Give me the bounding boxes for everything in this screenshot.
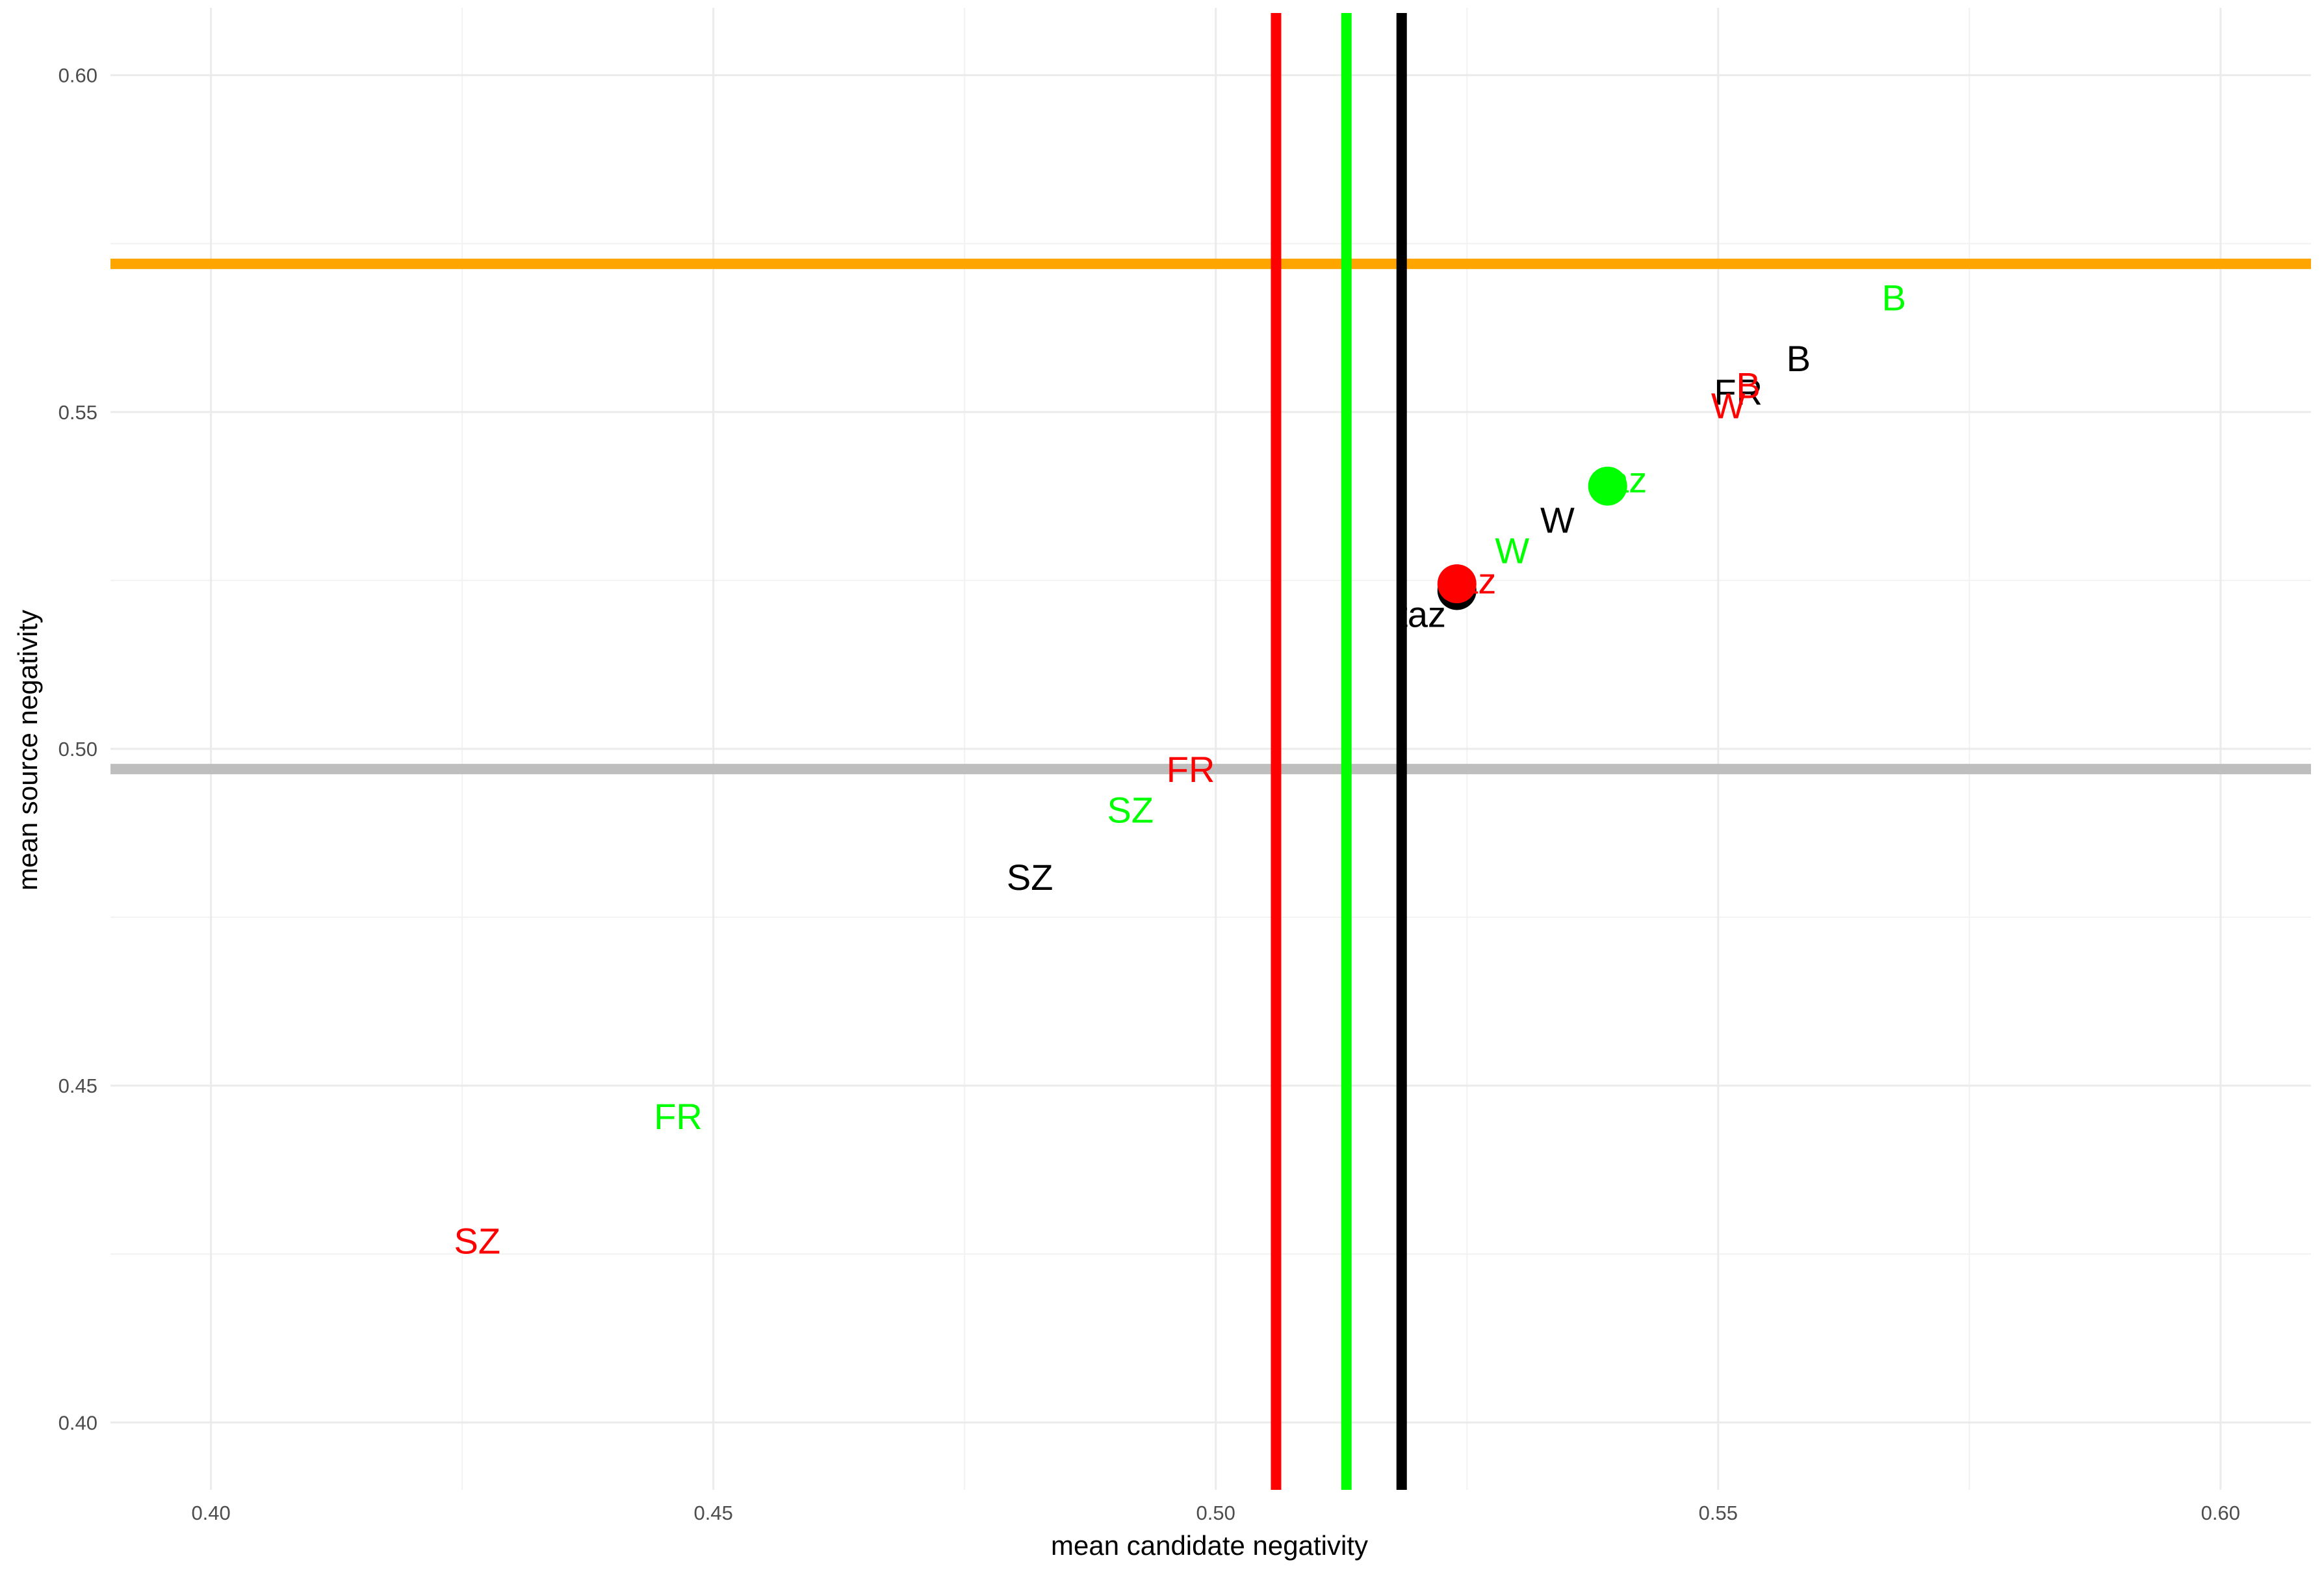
data-label: FR <box>1714 372 1762 413</box>
x-tick-label: 0.45 <box>693 1502 732 1524</box>
x-tick-label: 0.55 <box>1699 1502 1738 1524</box>
data-label: SZ <box>1007 857 1053 898</box>
y-tick-label: 0.60 <box>58 64 97 87</box>
data-label: taz <box>1397 594 1446 635</box>
data-label: B <box>1736 365 1760 406</box>
y-tick-label: 0.55 <box>58 401 97 424</box>
major-gridlines <box>110 8 2311 1490</box>
data-label: B <box>1882 278 1906 319</box>
data-label: B <box>1787 338 1811 379</box>
minor-gridlines <box>110 8 2311 1490</box>
data-label: W <box>1540 500 1575 541</box>
data-label: SZ <box>1107 789 1154 830</box>
x-tick-label: 0.50 <box>1196 1502 1235 1524</box>
x-axis-ticks: 0.40 0.45 0.50 0.55 0.60 <box>191 1502 2240 1524</box>
mean-point <box>1437 564 1477 604</box>
y-axis-title: mean source negativity <box>12 610 43 891</box>
y-tick-label: 0.50 <box>58 738 97 761</box>
x-tick-label: 0.60 <box>2201 1502 2240 1524</box>
mean-point <box>1588 466 1627 506</box>
data-label: FR <box>1167 749 1215 790</box>
x-tick-label: 0.40 <box>191 1502 230 1524</box>
data-label: W <box>1495 530 1529 571</box>
data-label: SZ <box>454 1221 501 1262</box>
data-label: FR <box>654 1096 703 1137</box>
y-axis-ticks: 0.40 0.45 0.50 0.55 0.60 <box>58 64 97 1435</box>
mean-points <box>1437 466 1627 610</box>
x-axis-title: mean candidate negativity <box>1051 1530 1368 1561</box>
data-label: W <box>1711 385 1746 426</box>
reference-lines <box>110 13 2311 1490</box>
data-label: taz <box>1448 560 1497 601</box>
data-label: taz <box>1599 459 1647 500</box>
y-tick-label: 0.45 <box>58 1074 97 1097</box>
y-tick-label: 0.40 <box>58 1411 97 1434</box>
